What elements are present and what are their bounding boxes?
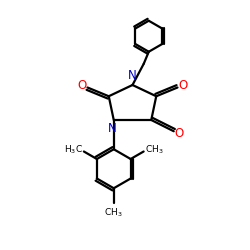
Text: O: O	[178, 79, 188, 92]
Text: CH$_3$: CH$_3$	[145, 144, 164, 156]
Text: N: N	[108, 122, 117, 135]
Text: H$_3$C: H$_3$C	[64, 144, 82, 156]
Text: O: O	[174, 127, 184, 140]
Text: O: O	[78, 79, 87, 92]
Text: CH$_3$: CH$_3$	[104, 206, 123, 219]
Text: N: N	[128, 69, 137, 82]
